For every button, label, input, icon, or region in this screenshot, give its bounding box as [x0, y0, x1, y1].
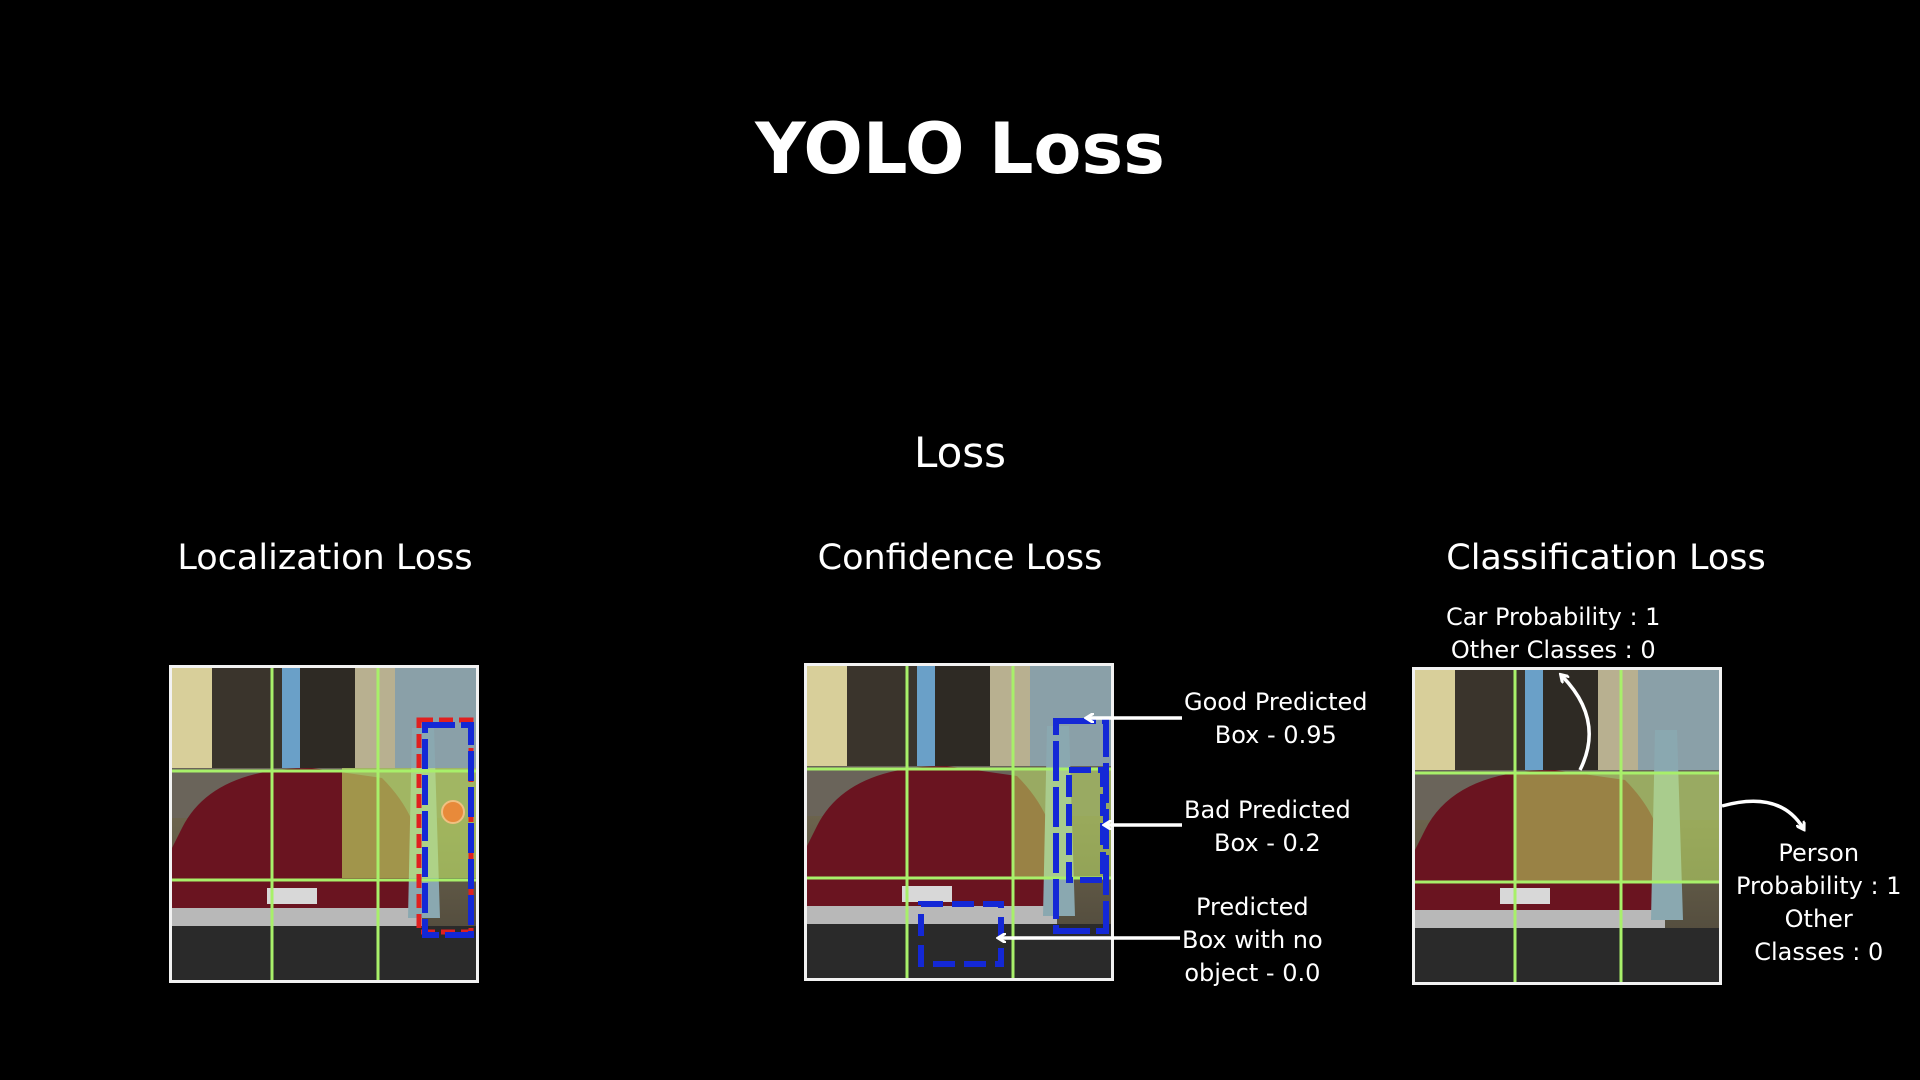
- confidence-image: [807, 666, 1111, 978]
- localization-image: [172, 668, 476, 980]
- classification-loss-heading: Classification Loss: [1446, 538, 1766, 578]
- classification-image-panel: [1412, 667, 1722, 985]
- car-probability-label: Car Probability : 1 Other Classes : 0: [1446, 603, 1661, 664]
- bad-predicted-box-label: Bad Predicted Box - 0.2: [1184, 796, 1351, 857]
- good-predicted-box-label: Good Predicted Box - 0.95: [1184, 688, 1368, 749]
- localization-image-panel: [169, 665, 479, 983]
- localization-loss-heading: Localization Loss: [177, 538, 473, 578]
- person-probability-label: Person Probability : 1 Other Classes : 0: [1736, 839, 1902, 966]
- classification-image: [1415, 670, 1719, 982]
- confidence-loss-heading: Confidence Loss: [817, 538, 1103, 578]
- person-class-arrow: [1721, 799, 1803, 828]
- slide-title: YOLO Loss: [755, 108, 1165, 190]
- no-object-box-label: Predicted Box with no object - 0.0: [1182, 893, 1323, 987]
- confidence-image-panel: [804, 663, 1114, 981]
- loss-root-label: Loss: [913, 428, 1007, 477]
